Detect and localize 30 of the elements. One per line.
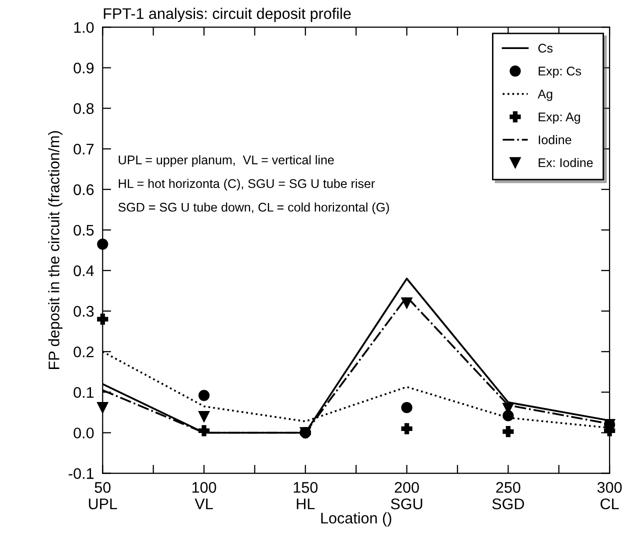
y-tick-label: 1.0 [74, 22, 94, 33]
legend-label: Iodine [538, 135, 572, 144]
y-tick-label: 0.0 [74, 428, 94, 438]
annotation: UPL = upper planum, VL = vertical line [118, 155, 334, 167]
y-tick-label: 0.2 [74, 346, 94, 358]
legend-label: Cs [538, 44, 553, 53]
x-tick-label: 250 SGD [492, 482, 524, 510]
annotation: SGD = SG U tube down, CL = cold horizontal (G) [118, 202, 389, 214]
legend-label: Exp: Cs [538, 66, 582, 78]
y-tick-label: 0.6 [74, 184, 94, 196]
y-tick-label: 0.9 [74, 62, 94, 74]
x-tick-label: 50 UPL [88, 482, 117, 510]
y-tick-label: 0.1 [74, 387, 94, 398]
x-tick-label: 100 VL [192, 482, 216, 510]
y-tick-label: 0.7 [74, 144, 94, 155]
chart-title: FPT-1 analysis: circuit deposit profile [104, 8, 351, 22]
y-axis-title: FP deposit in the circuit (fraction/m) [48, 131, 62, 369]
legend-label: Exp: Ag [538, 112, 580, 124]
y-tick-label: 0.5 [74, 224, 94, 236]
y-tick-label: 0.4 [74, 265, 94, 276]
y-tick-label: -0.1 [68, 468, 94, 479]
annotation: HL = hot horizonta (C), SGU = SG U tube riser [118, 178, 375, 190]
x-tick-label: 200 SGU [390, 482, 422, 510]
legend-label: Ag [538, 90, 552, 101]
legend-label: Ex: Iodine [538, 158, 593, 168]
y-tick-label: 0.8 [74, 103, 94, 114]
x-tick-label: 300 CL [597, 482, 622, 510]
x-axis-title: Location () [321, 512, 392, 527]
x-tick-label: 150 HL [294, 482, 318, 510]
y-tick-label: 0.3 [74, 306, 94, 317]
